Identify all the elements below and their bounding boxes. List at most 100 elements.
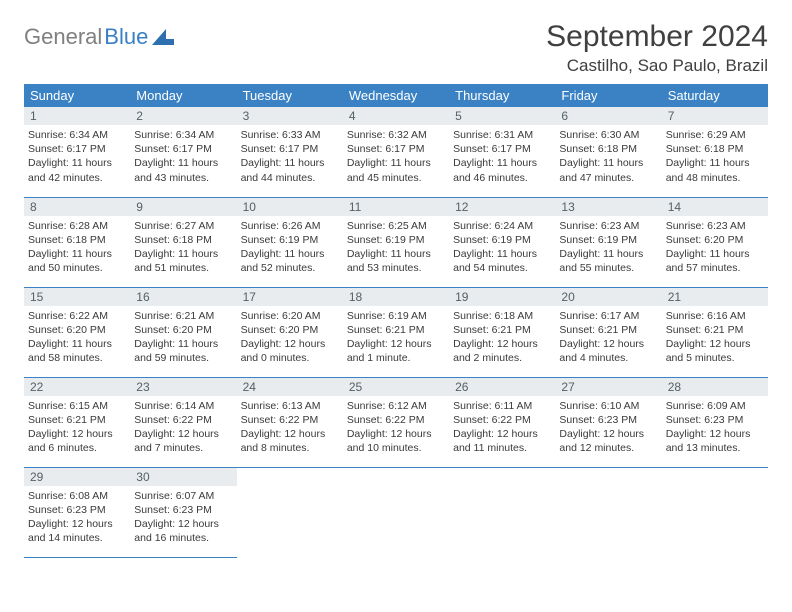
day-details: Sunrise: 6:08 AMSunset: 6:23 PMDaylight:…: [24, 486, 130, 550]
calendar-day-cell: 4Sunrise: 6:32 AMSunset: 6:17 PMDaylight…: [343, 107, 449, 197]
day-details: Sunrise: 6:09 AMSunset: 6:23 PMDaylight:…: [662, 396, 768, 460]
calendar-day-cell: 22Sunrise: 6:15 AMSunset: 6:21 PMDayligh…: [24, 377, 130, 467]
weekday-header: Friday: [555, 84, 661, 107]
calendar-day-cell: 12Sunrise: 6:24 AMSunset: 6:19 PMDayligh…: [449, 197, 555, 287]
day-number: 5: [449, 107, 555, 125]
day-details: Sunrise: 6:29 AMSunset: 6:18 PMDaylight:…: [662, 125, 768, 189]
day-number: 16: [130, 288, 236, 306]
day-number: 13: [555, 198, 661, 216]
day-details: Sunrise: 6:31 AMSunset: 6:17 PMDaylight:…: [449, 125, 555, 189]
day-number: 23: [130, 378, 236, 396]
calendar-table: Sunday Monday Tuesday Wednesday Thursday…: [24, 84, 768, 558]
day-details: Sunrise: 6:23 AMSunset: 6:19 PMDaylight:…: [555, 216, 661, 280]
weekday-header: Saturday: [662, 84, 768, 107]
calendar-day-cell: 15Sunrise: 6:22 AMSunset: 6:20 PMDayligh…: [24, 287, 130, 377]
day-details: Sunrise: 6:18 AMSunset: 6:21 PMDaylight:…: [449, 306, 555, 370]
logo-text-2: Blue: [104, 24, 148, 50]
calendar-day-cell: 14Sunrise: 6:23 AMSunset: 6:20 PMDayligh…: [662, 197, 768, 287]
weekday-row: Sunday Monday Tuesday Wednesday Thursday…: [24, 84, 768, 107]
calendar-day-cell: [343, 467, 449, 557]
calendar-body: 1Sunrise: 6:34 AMSunset: 6:17 PMDaylight…: [24, 107, 768, 557]
day-details: Sunrise: 6:10 AMSunset: 6:23 PMDaylight:…: [555, 396, 661, 460]
day-number: 21: [662, 288, 768, 306]
day-details: Sunrise: 6:23 AMSunset: 6:20 PMDaylight:…: [662, 216, 768, 280]
calendar-day-cell: 25Sunrise: 6:12 AMSunset: 6:22 PMDayligh…: [343, 377, 449, 467]
month-title: September 2024: [546, 20, 768, 54]
calendar-day-cell: [449, 467, 555, 557]
location: Castilho, Sao Paulo, Brazil: [546, 56, 768, 76]
logo-text-1: General: [24, 24, 102, 50]
calendar-day-cell: 2Sunrise: 6:34 AMSunset: 6:17 PMDaylight…: [130, 107, 236, 197]
day-number: 17: [237, 288, 343, 306]
day-number: 8: [24, 198, 130, 216]
day-details: Sunrise: 6:21 AMSunset: 6:20 PMDaylight:…: [130, 306, 236, 370]
day-details: Sunrise: 6:15 AMSunset: 6:21 PMDaylight:…: [24, 396, 130, 460]
logo: GeneralBlue: [24, 20, 174, 50]
day-number: 19: [449, 288, 555, 306]
calendar-day-cell: 8Sunrise: 6:28 AMSunset: 6:18 PMDaylight…: [24, 197, 130, 287]
day-details: Sunrise: 6:07 AMSunset: 6:23 PMDaylight:…: [130, 486, 236, 550]
calendar-day-cell: 11Sunrise: 6:25 AMSunset: 6:19 PMDayligh…: [343, 197, 449, 287]
calendar-day-cell: 30Sunrise: 6:07 AMSunset: 6:23 PMDayligh…: [130, 467, 236, 557]
day-number: 4: [343, 107, 449, 125]
calendar-day-cell: 1Sunrise: 6:34 AMSunset: 6:17 PMDaylight…: [24, 107, 130, 197]
day-details: Sunrise: 6:11 AMSunset: 6:22 PMDaylight:…: [449, 396, 555, 460]
calendar-week-row: 15Sunrise: 6:22 AMSunset: 6:20 PMDayligh…: [24, 287, 768, 377]
day-details: Sunrise: 6:34 AMSunset: 6:17 PMDaylight:…: [130, 125, 236, 189]
day-details: Sunrise: 6:19 AMSunset: 6:21 PMDaylight:…: [343, 306, 449, 370]
calendar-week-row: 1Sunrise: 6:34 AMSunset: 6:17 PMDaylight…: [24, 107, 768, 197]
day-details: Sunrise: 6:25 AMSunset: 6:19 PMDaylight:…: [343, 216, 449, 280]
day-details: Sunrise: 6:32 AMSunset: 6:17 PMDaylight:…: [343, 125, 449, 189]
weekday-header: Sunday: [24, 84, 130, 107]
day-number: 3: [237, 107, 343, 125]
day-number: 11: [343, 198, 449, 216]
calendar-day-cell: 23Sunrise: 6:14 AMSunset: 6:22 PMDayligh…: [130, 377, 236, 467]
calendar-day-cell: [555, 467, 661, 557]
calendar-day-cell: 21Sunrise: 6:16 AMSunset: 6:21 PMDayligh…: [662, 287, 768, 377]
day-number: 1: [24, 107, 130, 125]
calendar-day-cell: 29Sunrise: 6:08 AMSunset: 6:23 PMDayligh…: [24, 467, 130, 557]
day-number: 6: [555, 107, 661, 125]
day-number: 2: [130, 107, 236, 125]
day-details: Sunrise: 6:22 AMSunset: 6:20 PMDaylight:…: [24, 306, 130, 370]
day-number: 7: [662, 107, 768, 125]
calendar-day-cell: [237, 467, 343, 557]
day-number: 15: [24, 288, 130, 306]
day-details: Sunrise: 6:24 AMSunset: 6:19 PMDaylight:…: [449, 216, 555, 280]
weekday-header: Wednesday: [343, 84, 449, 107]
calendar-day-cell: 7Sunrise: 6:29 AMSunset: 6:18 PMDaylight…: [662, 107, 768, 197]
calendar-day-cell: 26Sunrise: 6:11 AMSunset: 6:22 PMDayligh…: [449, 377, 555, 467]
calendar-day-cell: 20Sunrise: 6:17 AMSunset: 6:21 PMDayligh…: [555, 287, 661, 377]
weekday-header: Monday: [130, 84, 236, 107]
calendar-day-cell: 17Sunrise: 6:20 AMSunset: 6:20 PMDayligh…: [237, 287, 343, 377]
calendar-day-cell: 6Sunrise: 6:30 AMSunset: 6:18 PMDaylight…: [555, 107, 661, 197]
day-number: 28: [662, 378, 768, 396]
calendar-day-cell: 28Sunrise: 6:09 AMSunset: 6:23 PMDayligh…: [662, 377, 768, 467]
day-details: Sunrise: 6:26 AMSunset: 6:19 PMDaylight:…: [237, 216, 343, 280]
logo-icon: [152, 29, 174, 45]
day-number: 29: [24, 468, 130, 486]
day-details: Sunrise: 6:27 AMSunset: 6:18 PMDaylight:…: [130, 216, 236, 280]
title-block: September 2024 Castilho, Sao Paulo, Braz…: [546, 20, 768, 76]
day-number: 27: [555, 378, 661, 396]
day-details: Sunrise: 6:14 AMSunset: 6:22 PMDaylight:…: [130, 396, 236, 460]
calendar-week-row: 8Sunrise: 6:28 AMSunset: 6:18 PMDaylight…: [24, 197, 768, 287]
day-details: Sunrise: 6:30 AMSunset: 6:18 PMDaylight:…: [555, 125, 661, 189]
day-number: 30: [130, 468, 236, 486]
header: GeneralBlue September 2024 Castilho, Sao…: [24, 20, 768, 76]
calendar-day-cell: 13Sunrise: 6:23 AMSunset: 6:19 PMDayligh…: [555, 197, 661, 287]
calendar-week-row: 22Sunrise: 6:15 AMSunset: 6:21 PMDayligh…: [24, 377, 768, 467]
day-details: Sunrise: 6:17 AMSunset: 6:21 PMDaylight:…: [555, 306, 661, 370]
weekday-header: Thursday: [449, 84, 555, 107]
day-details: Sunrise: 6:16 AMSunset: 6:21 PMDaylight:…: [662, 306, 768, 370]
day-details: Sunrise: 6:28 AMSunset: 6:18 PMDaylight:…: [24, 216, 130, 280]
calendar-day-cell: 27Sunrise: 6:10 AMSunset: 6:23 PMDayligh…: [555, 377, 661, 467]
day-details: Sunrise: 6:20 AMSunset: 6:20 PMDaylight:…: [237, 306, 343, 370]
day-details: Sunrise: 6:13 AMSunset: 6:22 PMDaylight:…: [237, 396, 343, 460]
day-number: 22: [24, 378, 130, 396]
day-number: 25: [343, 378, 449, 396]
calendar-day-cell: 10Sunrise: 6:26 AMSunset: 6:19 PMDayligh…: [237, 197, 343, 287]
day-number: 18: [343, 288, 449, 306]
calendar-day-cell: [662, 467, 768, 557]
calendar-day-cell: 9Sunrise: 6:27 AMSunset: 6:18 PMDaylight…: [130, 197, 236, 287]
